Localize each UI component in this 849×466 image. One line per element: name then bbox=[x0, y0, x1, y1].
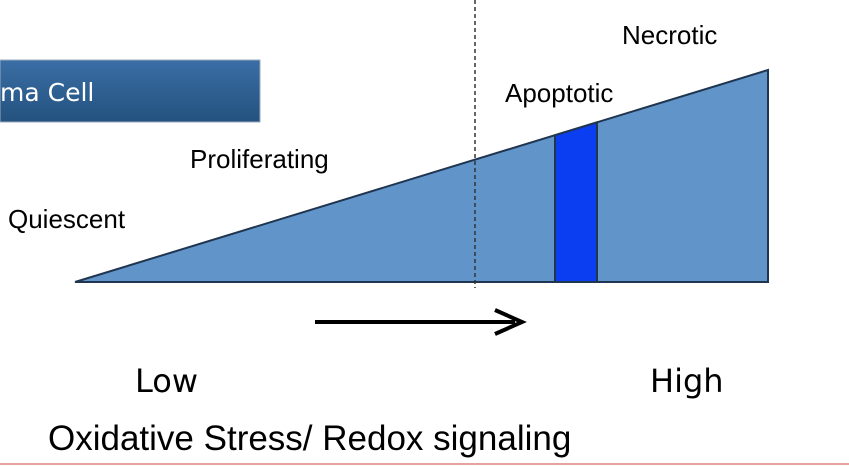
stage-label: Necrotic bbox=[622, 20, 717, 50]
stage-label: Proliferating bbox=[190, 144, 329, 174]
stage-label: Quiescent bbox=[8, 204, 126, 234]
stage-label: Apoptotic bbox=[505, 78, 613, 108]
low-label: Low bbox=[135, 362, 198, 400]
banner-box bbox=[0, 59, 261, 123]
banner-text: ma Cell bbox=[0, 78, 94, 107]
apoptotic-band bbox=[554, 121, 598, 283]
axis-title: Oxidative Stress/ Redox signaling bbox=[48, 419, 571, 458]
arrow-head bbox=[494, 308, 527, 336]
high-label: High bbox=[650, 362, 724, 400]
